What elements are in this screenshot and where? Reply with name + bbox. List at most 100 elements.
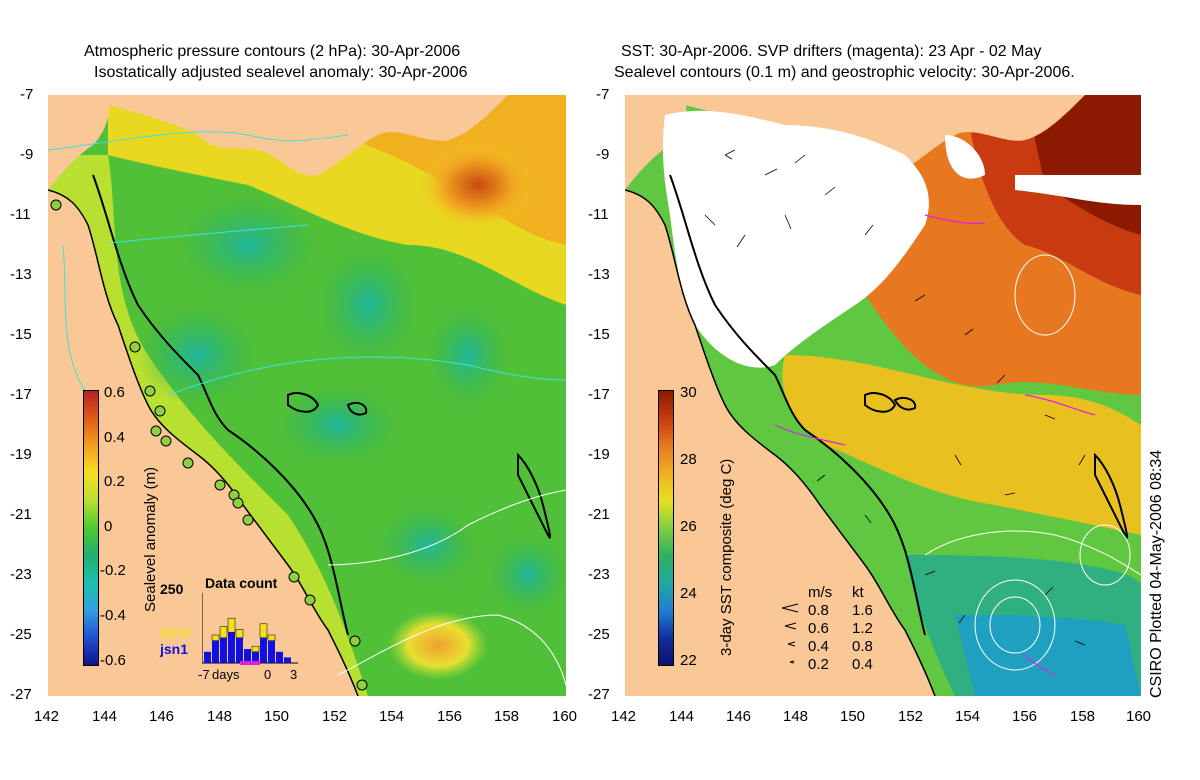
left-y-tick: -17	[10, 386, 32, 403]
left-y-tick: -7	[20, 86, 34, 103]
inset-bar-jsn1	[236, 637, 243, 663]
right-y-tick: -27	[588, 686, 610, 703]
right-x-tick: 156	[1012, 708, 1038, 725]
right-y-tick: -19	[588, 446, 610, 463]
right-y-tick: -13	[588, 266, 610, 283]
inset-bars	[202, 593, 298, 665]
inset-bar-jsn1	[212, 640, 219, 663]
land-cape-york	[48, 95, 110, 190]
inset-x-label: 3	[290, 667, 298, 682]
island-new-caledonia	[517, 452, 552, 539]
right-title-line1: SST: 30-Apr-2006. SVP drifters (magenta)…	[621, 43, 1042, 60]
velocity-legend-arrows	[781, 603, 799, 664]
left-x-tick: 142	[34, 708, 60, 725]
left-y-tick: -21	[10, 506, 32, 523]
pressure-contour	[337, 614, 567, 686]
sealevel-colorbar-tick: -0.6	[100, 652, 126, 669]
shelf-edge	[92, 174, 349, 636]
tide-gauge-markers	[50, 199, 368, 691]
right-y-tick: -9	[596, 146, 610, 163]
left-y-tick: -19	[10, 446, 32, 463]
left-x-tick: 160	[552, 708, 578, 725]
sealevel-colorbar-tick: -0.4	[100, 607, 126, 624]
right-x-tick: 142	[611, 708, 637, 725]
land-australia	[48, 190, 358, 696]
right-x-tick: 148	[783, 708, 809, 725]
sealevel-colorbar-label: Sealevel anomaly (m)	[142, 466, 159, 612]
inset-legend-jsn1: jsn1	[160, 641, 189, 657]
left-y-tick: -25	[10, 626, 32, 643]
sealevel-colorbar-tick: 0.6	[104, 384, 125, 401]
sealevel-colorbar-tick: 0.2	[104, 473, 125, 490]
right-y-tick: -11	[588, 206, 609, 223]
velocity-legend-kt: 1.2	[852, 620, 873, 637]
inset-x-label: -7	[198, 667, 210, 682]
geostrophic-velocity-arrows	[704, 149, 1086, 646]
pressure-contour	[62, 244, 89, 396]
cloud-mask	[662, 110, 929, 368]
left-y-tick: -27	[10, 686, 32, 703]
inset-bar-jsn1	[252, 651, 259, 663]
inset-bar-jsn1	[244, 649, 251, 663]
land-australia	[625, 190, 935, 696]
velocity-legend-ms: 0.6	[808, 620, 829, 637]
right-y-tick: -21	[588, 506, 610, 523]
left-title-line1: Atmospheric pressure contours (2 hPa): 3…	[84, 43, 461, 60]
velocity-legend-kt: 0.4	[852, 656, 873, 673]
inset-x-label: days	[212, 667, 240, 682]
velocity-legend: m/s kt 0.8 1.6 0.6 1.2 0.4 0.8 0.2 0.4	[780, 584, 900, 674]
left-y-tick: -23	[10, 566, 32, 583]
reef-1	[287, 392, 320, 413]
left-y-tick: -15	[10, 326, 32, 343]
data-count-inset: Data count 250 GFO jsn1 -7 days 0 3	[160, 575, 300, 685]
inset-title: Data count	[205, 575, 278, 591]
right-x-tick: 144	[669, 708, 695, 725]
right-x-tick: 146	[726, 708, 752, 725]
inset-bar-gfo	[235, 629, 244, 639]
sst-colorbar-tick: 22	[680, 652, 697, 669]
inset-bar-gfo	[211, 634, 220, 641]
left-x-tick: 156	[437, 708, 463, 725]
right-map-panel	[624, 95, 1142, 697]
inset-bar-jsn1	[268, 640, 275, 663]
land-png	[685, 95, 1085, 176]
coastline	[47, 189, 359, 697]
left-x-tick: 152	[322, 708, 348, 725]
sst-colorbar	[658, 390, 674, 666]
inset-ymax: 250	[160, 581, 184, 597]
inset-current-marker	[240, 661, 260, 665]
left-x-tick: 154	[379, 708, 405, 725]
left-y-tick: -11	[10, 206, 31, 223]
sealevel-colorbar-tick: 0	[104, 518, 113, 535]
inset-bar-gfo	[219, 626, 228, 639]
coastline	[624, 189, 936, 697]
sealevel-colorbar-tick: 0.4	[104, 429, 125, 446]
sealevel-contours	[924, 254, 1142, 671]
pressure-contour	[167, 356, 567, 396]
inset-bar-gfo	[251, 645, 260, 653]
right-y-tick: -7	[596, 86, 610, 103]
sealevel-colorbar	[83, 390, 99, 666]
velocity-legend-header-kt: kt	[852, 584, 864, 601]
left-x-tick: 150	[264, 708, 290, 725]
sst-map	[624, 95, 1142, 697]
left-x-tick: 158	[494, 708, 520, 725]
sst-colorbar-tick: 28	[680, 451, 697, 468]
inset-bar-jsn1	[204, 651, 211, 663]
sst-colorbar-tick: 24	[680, 585, 697, 602]
inset-bar-jsn1	[276, 651, 283, 663]
velocity-legend-kt: 1.6	[852, 602, 873, 619]
left-map-panel	[47, 95, 568, 697]
sealevel-colorbar-tick: -0.2	[100, 562, 126, 579]
inset-bar-gfo	[259, 623, 268, 639]
sealevel-anomaly-map	[47, 95, 568, 697]
right-y-tick: -17	[588, 386, 610, 403]
inset-bar-jsn1	[284, 657, 291, 663]
left-y-tick: -9	[20, 146, 34, 163]
island-new-caledonia	[1094, 452, 1129, 539]
inset-x-label: 0	[264, 667, 272, 682]
right-x-tick: 152	[898, 708, 924, 725]
inset-bar-jsn1	[260, 637, 267, 663]
pressure-contour	[327, 489, 567, 566]
shelf-edge	[669, 174, 926, 636]
